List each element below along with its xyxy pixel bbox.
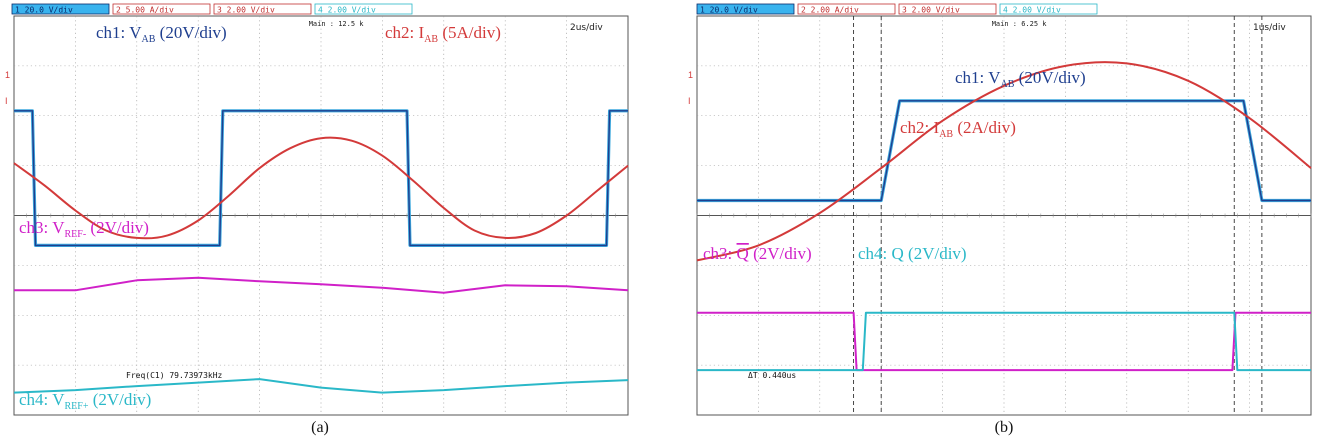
channel-label-ch3: ch3: VREF- (2V/div)	[19, 218, 149, 240]
main-readout: Main : 12.5 k	[309, 20, 365, 28]
channel-label-text: ch3: V	[19, 218, 65, 237]
channel-label-units: (2V/div)	[86, 218, 149, 237]
channel-tab-label-ch1: 1 20.0 V/div	[700, 6, 758, 15]
channel-tab-ch2	[797, 3, 896, 15]
channel-tab-label-ch1: 1 20.0 V/div	[15, 6, 73, 15]
channel-label-subscript: AB	[1001, 79, 1015, 90]
trace-ch4	[697, 311, 1311, 372]
channel-label-subscript: AB	[939, 129, 953, 140]
channel-label-subscript: AB	[424, 34, 438, 45]
channel-tab-label-ch2: 2 2.00 A/div	[801, 6, 859, 15]
channel-label-units: (2V/div)	[88, 390, 151, 409]
channel-label-ch4: ch4: VREF+ (2V/div)	[19, 390, 151, 412]
channel-tab-ch2	[112, 3, 211, 15]
channel-tab-ch4	[314, 3, 413, 15]
channel-label-ch1: ch1: VAB (20V/div)	[955, 68, 1086, 90]
channel-label-overline: Q	[737, 244, 749, 263]
trace-ch1	[697, 100, 1311, 202]
channel-tab-label-ch4: 4 2.00 V/div	[318, 6, 376, 15]
scope-panel-b: 1 20.0 V/div 2 2.00 A/div 3 2.00 V/div 4 2.…	[688, 3, 1312, 436]
channel-label-ch3: ch3: Q (2V/div)	[703, 244, 812, 263]
trace-ch3	[14, 276, 629, 294]
ch2-level-marker: I	[688, 96, 691, 106]
trace-ch3	[697, 311, 1311, 372]
channel-tab-label-ch4: 4 2.00 V/div	[1003, 6, 1061, 15]
channel-tab-label-ch2: 2 5.00 A/div	[116, 6, 174, 15]
channel-label-ch4: ch4: Q (2V/div)	[858, 244, 967, 263]
channel-label-units: (2V/div)	[904, 244, 967, 263]
channel-label-text: ch4: V	[19, 390, 65, 409]
channel-tab-label-ch3: 3 2.00 V/div	[217, 6, 275, 15]
trace-ch2	[696, 61, 1312, 262]
ch1-level-marker: 1	[688, 70, 693, 80]
ch2-level-marker: I	[5, 96, 8, 106]
channel-label-ch2: ch2: IAB (2A/div)	[900, 118, 1016, 140]
channel-label-units: (5A/div)	[438, 23, 501, 42]
channel-label-text: ch1: V	[955, 68, 1001, 87]
channel-label-units: (20V/div)	[1014, 68, 1085, 87]
channel-label-subscript: REF+	[65, 401, 89, 412]
channel-tab-ch1	[11, 3, 110, 15]
timebase-readout: 2us/div	[570, 23, 603, 33]
channel-label-text: ch4: Q	[858, 244, 904, 263]
channel-label-ch1: ch1: VAB (20V/div)	[96, 23, 227, 45]
channel-label-units: (2V/div)	[749, 244, 812, 263]
channel-tab-ch1	[696, 3, 795, 15]
ch1-level-marker: 1	[5, 70, 10, 80]
channel-label-text: ch3:	[703, 244, 737, 263]
channel-tab-ch4	[999, 3, 1098, 15]
channel-tab-label-ch3: 3 2.00 V/div	[902, 6, 960, 15]
channel-label-units: (20V/div)	[155, 23, 226, 42]
channel-label-units: (2A/div)	[953, 118, 1016, 137]
trace-ch4	[13, 378, 629, 394]
measurement-readout: Freq(C1) 79.73973kHz	[126, 371, 223, 380]
channel-label-text: ch1: V	[96, 23, 142, 42]
channel-label-subscript: AB	[142, 34, 156, 45]
measurement-readout: ΔT 0.440us	[748, 371, 796, 380]
channel-label-text: ch2: I	[900, 118, 940, 137]
main-readout: Main : 6.25 k	[992, 20, 1048, 28]
trace-ch2	[13, 136, 629, 240]
panel-caption: (a)	[311, 419, 329, 436]
panel-caption: (b)	[995, 419, 1014, 436]
timebase-readout: 1us/div	[1253, 23, 1286, 33]
channel-label-subscript: REF-	[65, 229, 87, 240]
channel-label-text: ch2: I	[385, 23, 425, 42]
channel-label-ch2: ch2: IAB (5A/div)	[385, 23, 501, 45]
channel-tab-ch3	[898, 3, 997, 15]
channel-tab-ch3	[213, 3, 312, 15]
scope-panel-a: 1 20.0 V/div 2 5.00 A/div 3 2.00 V/div 4 2.…	[5, 3, 629, 436]
